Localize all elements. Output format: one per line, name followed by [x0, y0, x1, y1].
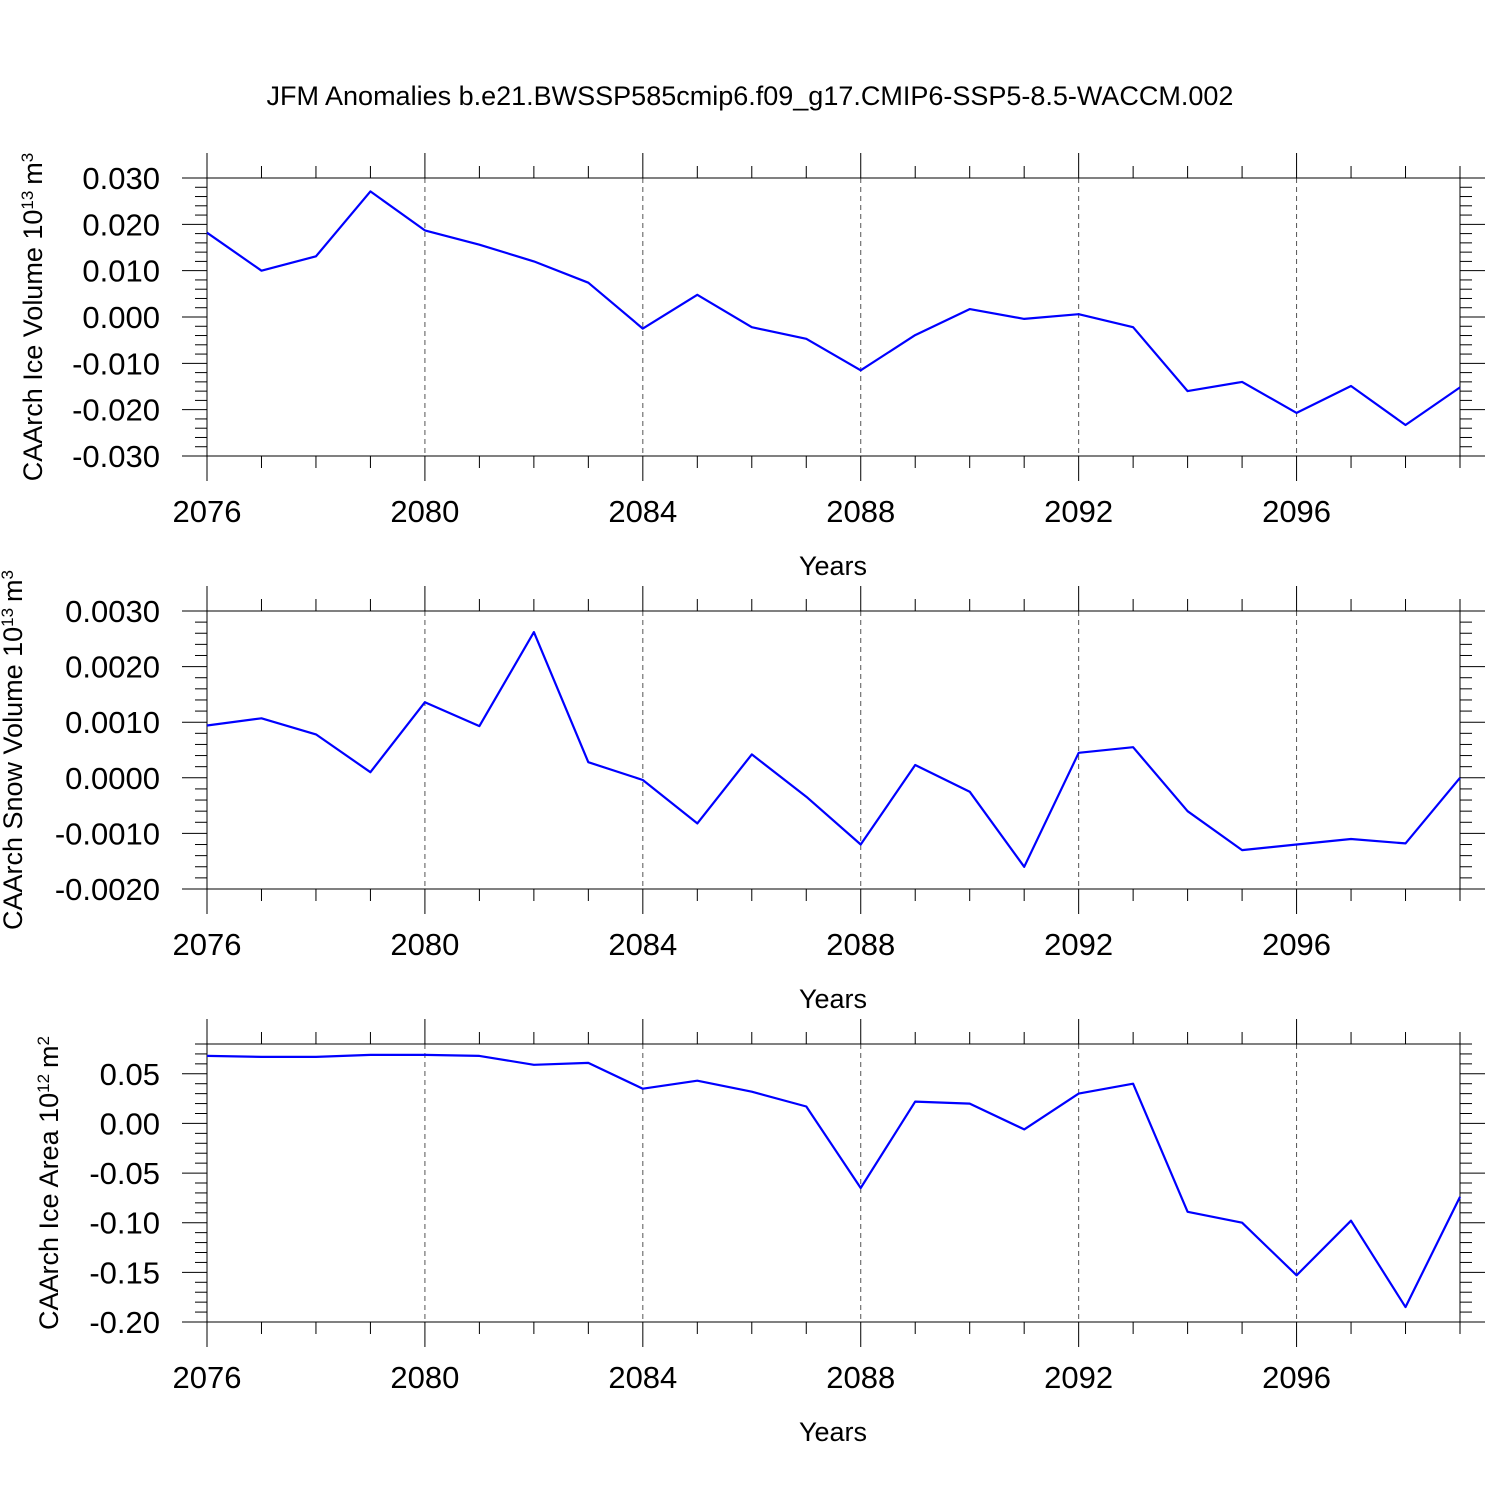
panels: 2076 2080 2084 2088 2092 2096 Years -0.030 -0.02…: [0, 153, 1485, 1447]
panel-3: 2076 2080 2084 2088 2092 2096 Years -0.20 -0.15 -…: [34, 1019, 1485, 1447]
figure-title: JFM Anomalies b.e21.BWSSP585cmip6.f09_g1…: [267, 81, 1234, 111]
y-tick-label: -0.010: [72, 346, 160, 381]
series-line: [206, 1053, 1461, 1309]
y-tick-label: 0.00: [100, 1106, 160, 1141]
y-axis-title-unit-exponent: 3: [18, 153, 37, 162]
x-axis-title: Years: [799, 1417, 867, 1447]
y-axis-title-unit: m: [34, 1045, 64, 1068]
y-tick-label: 0.030: [82, 161, 160, 196]
x-tick-label: 2088: [826, 927, 895, 962]
y-axis-title-unit-exponent: 2: [34, 1036, 53, 1045]
series-line: [206, 190, 1461, 427]
x-tick-label: 2076: [173, 494, 242, 529]
y-axis-title-unit: m: [0, 579, 28, 602]
x-tick-label: 2084: [608, 927, 677, 962]
y-tick-label: -0.0010: [55, 816, 160, 851]
panel-2: 2076 2080 2084 2088 2092 2096 Years -0.0020 -0.0…: [0, 570, 1485, 1014]
y-tick-label: -0.0020: [55, 872, 160, 907]
x-tick-label: 2088: [826, 1360, 895, 1395]
series-line: [206, 630, 1461, 868]
plot-frame: [206, 177, 1461, 457]
y-tick-label: -0.20: [89, 1305, 160, 1340]
x-tick-label: 2084: [608, 494, 677, 529]
x-tick-label: 2084: [608, 1360, 677, 1395]
x-tick-label: 2096: [1262, 1360, 1331, 1395]
x-tick-label: 2076: [173, 927, 242, 962]
y-tick-label: 0.05: [100, 1057, 160, 1092]
x-tick-label: 2080: [390, 927, 459, 962]
y-tick-label: -0.030: [72, 439, 160, 474]
y-axis-title: CAArch Ice Area 1012 m2: [34, 1036, 65, 1330]
x-tick-label: 2080: [390, 1360, 459, 1395]
y-tick-label: -0.10: [89, 1206, 160, 1241]
y-axis-title-exponent: 13: [0, 608, 17, 627]
y-axis-title-exponent: 13: [18, 191, 37, 210]
x-tick-label: 2092: [1044, 927, 1113, 962]
y-tick-label: 0.0010: [65, 705, 160, 740]
x-tick-label: 2076: [173, 1360, 242, 1395]
y-axis-title-unit: m: [18, 162, 48, 185]
plot-frame: [206, 1043, 1461, 1323]
y-tick-label: -0.15: [89, 1255, 160, 1290]
y-tick-label: 0.0000: [65, 761, 160, 796]
y-axis-title: CAArch Ice Volume 1013 m3: [18, 153, 49, 482]
y-tick-label: 0.000: [82, 300, 160, 335]
y-axis-title-unit-exponent: 3: [0, 570, 17, 579]
y-axis-title-text: CAArch Ice Area 10: [34, 1093, 64, 1330]
x-tick-label: 2096: [1262, 927, 1331, 962]
x-tick-label: 2096: [1262, 494, 1331, 529]
y-tick-label: 0.0030: [65, 594, 160, 629]
x-tick-label: 2088: [826, 494, 895, 529]
y-axis-title-text: CAArch Snow Volume 10: [0, 627, 28, 930]
y-axis-title-text: CAArch Ice Volume 10: [18, 210, 48, 482]
y-tick-label: -0.05: [89, 1156, 160, 1191]
x-axis-title: Years: [799, 551, 867, 581]
y-axis-title: CAArch Snow Volume 1013 m3: [0, 570, 28, 930]
y-tick-label: 0.010: [82, 254, 160, 289]
panel-1: 2076 2080 2084 2088 2092 2096 Years -0.030 -0.02…: [18, 153, 1485, 581]
y-tick-label: 0.0020: [65, 650, 160, 685]
y-tick-label: 0.020: [82, 207, 160, 242]
y-axis-title-exponent: 12: [34, 1074, 53, 1093]
x-tick-label: 2080: [390, 494, 459, 529]
y-tick-label: -0.020: [72, 393, 160, 428]
x-tick-label: 2092: [1044, 494, 1113, 529]
plot-frame: [206, 610, 1461, 890]
x-tick-label: 2092: [1044, 1360, 1113, 1395]
x-axis-title: Years: [799, 984, 867, 1014]
